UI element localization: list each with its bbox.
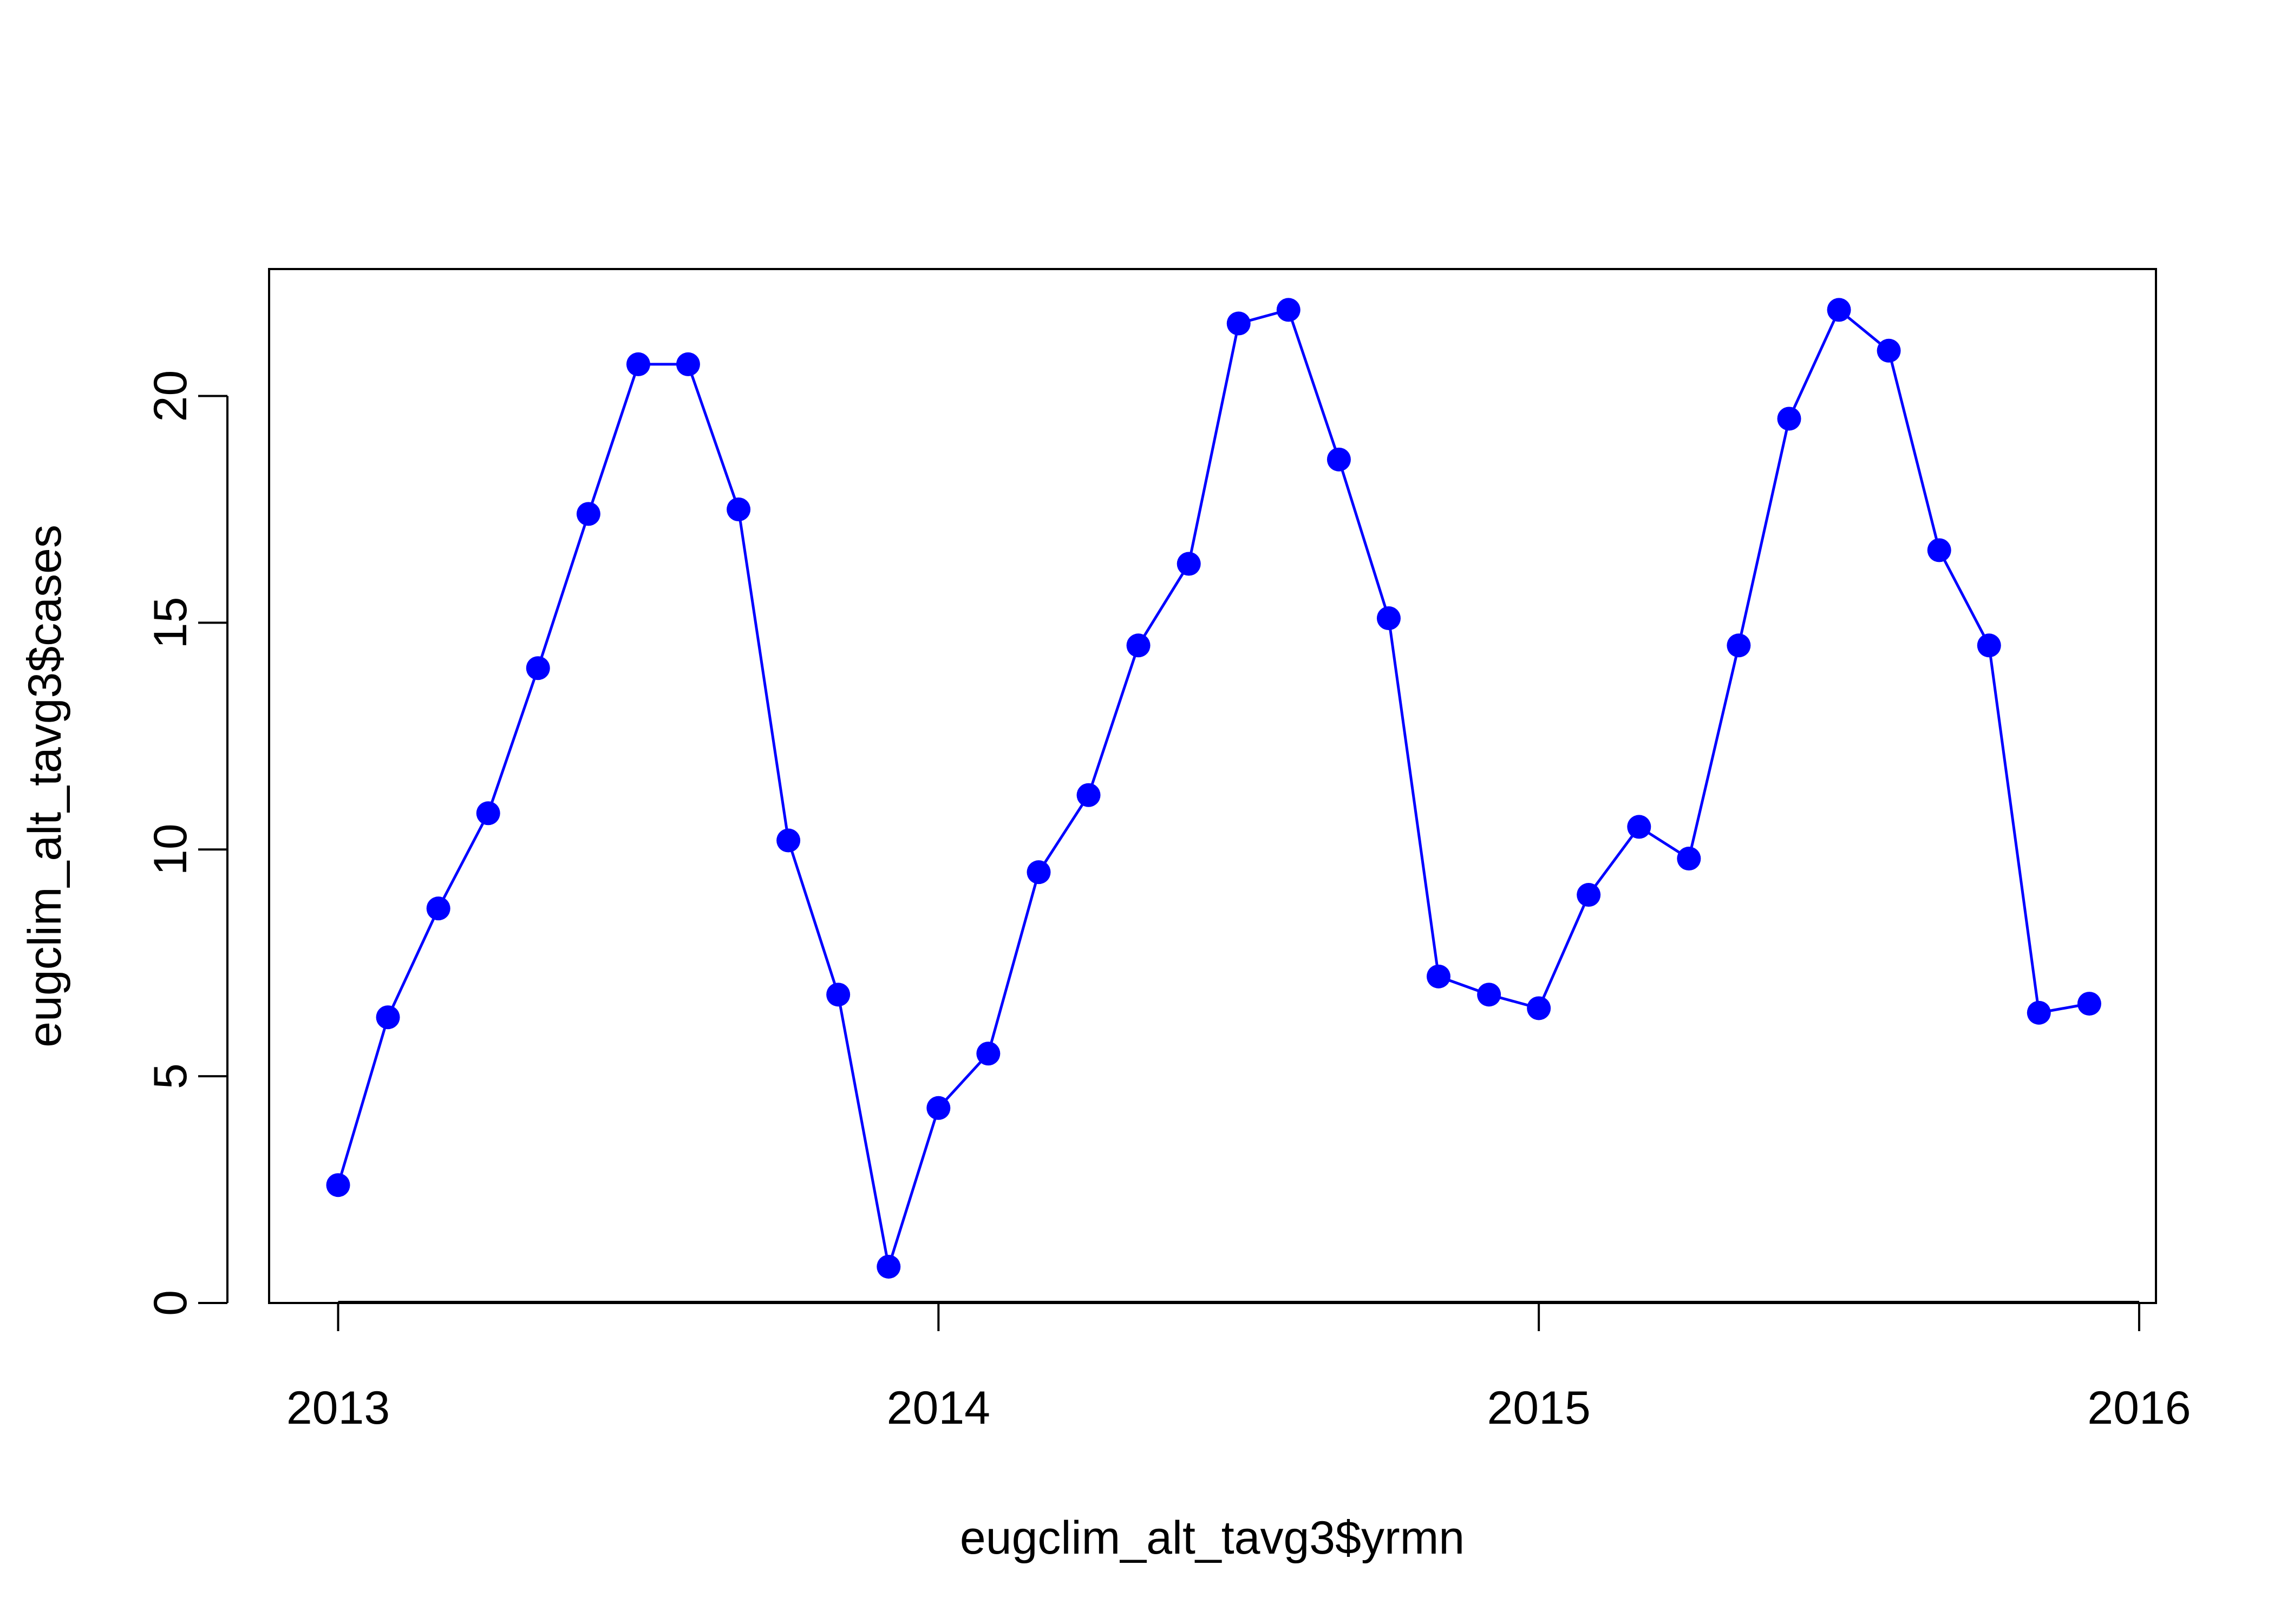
- series-line-segment: [1887, 350, 1941, 551]
- data-point: [1577, 883, 1601, 907]
- series-line-segment: [737, 509, 790, 841]
- series-line-segment: [837, 994, 890, 1267]
- data-point: [1877, 338, 1901, 363]
- y-tick-label: 20: [145, 370, 197, 422]
- series-line-segment: [1087, 645, 1140, 796]
- data-point: [727, 497, 751, 521]
- data-point: [877, 1254, 901, 1279]
- data-point: [1076, 783, 1101, 807]
- data-point: [326, 1173, 350, 1197]
- data-point: [1477, 983, 1501, 1007]
- x-tick-label: 2015: [1487, 1382, 1590, 1434]
- x-axis-title: eugclim_alt_tavg3$yrmn: [960, 1512, 1465, 1564]
- x-axis: 2013 2014 2015 2016: [286, 1301, 2191, 1434]
- series-line-segment: [1737, 418, 1791, 646]
- series-line-segment: [787, 840, 840, 996]
- series-line-segment: [387, 908, 440, 1018]
- series-line-segment: [687, 364, 740, 510]
- data-point: [1226, 311, 1251, 336]
- series-line-segment: [1387, 618, 1440, 977]
- series-line-segment: [1537, 894, 1590, 1009]
- plot-frame: [268, 268, 2157, 1304]
- data-point: [1927, 538, 1951, 562]
- data-point: [1027, 860, 1051, 885]
- y-tick-label: 15: [145, 597, 197, 649]
- series-line-segment: [537, 513, 590, 669]
- series-line-segment: [337, 1017, 389, 1186]
- data-point: [476, 801, 500, 826]
- data-point: [1527, 996, 1551, 1020]
- series-line-segment: [887, 1108, 940, 1267]
- data-point: [1376, 606, 1401, 631]
- series-line-segment: [1037, 794, 1090, 873]
- data-point: [1327, 447, 1351, 472]
- data-point: [1276, 298, 1301, 322]
- series-line-segment: [1287, 309, 1341, 460]
- data-point: [626, 352, 650, 376]
- data-point: [426, 896, 450, 921]
- x-tick-label: 2013: [286, 1382, 390, 1434]
- data-point: [376, 1005, 400, 1030]
- data-point: [976, 1042, 1001, 1066]
- data-point: [926, 1096, 951, 1120]
- series-line-segment: [1938, 549, 1990, 646]
- data-point: [2027, 1000, 2051, 1025]
- data-point: [1627, 815, 1651, 839]
- data-point: [1827, 298, 1851, 322]
- data-point: [776, 828, 801, 853]
- series-line-segment: [437, 813, 489, 909]
- series-line-segment: [1687, 645, 1740, 859]
- series-line-segment: [587, 364, 640, 515]
- y-axis: 0 5 10 15 20: [145, 370, 228, 1316]
- series-line-segment: [986, 872, 1040, 1054]
- series-line-segment: [1337, 459, 1390, 619]
- series-line-segment: [1187, 323, 1240, 565]
- series-line-segment: [937, 1052, 990, 1109]
- data-point: [1126, 633, 1151, 658]
- data-point: [1177, 552, 1201, 576]
- series-line-segment: [1137, 563, 1190, 646]
- data-point: [676, 352, 700, 376]
- data-point: [1777, 407, 1801, 431]
- series-layer: [326, 298, 2101, 1279]
- data-point: [576, 502, 600, 526]
- data-point: [826, 983, 851, 1007]
- series-line-segment: [1587, 826, 1641, 896]
- y-tick-label: 0: [145, 1290, 197, 1316]
- y-axis-title: eugclim_alt_tavg3$cases: [19, 525, 71, 1047]
- data-point: [1426, 964, 1450, 988]
- data-point: [2077, 992, 2101, 1016]
- x-tick-label: 2016: [2087, 1382, 2191, 1434]
- y-tick-label: 5: [145, 1063, 197, 1089]
- data-point: [1727, 633, 1751, 658]
- y-tick-label: 10: [145, 823, 197, 875]
- series-line-segment: [1788, 309, 1840, 420]
- data-point: [1677, 847, 1701, 871]
- series-line-segment: [487, 667, 540, 814]
- data-point: [526, 656, 550, 680]
- series-line-segment: [1988, 645, 2041, 1013]
- x-tick-label: 2014: [887, 1382, 990, 1434]
- data-point: [1977, 633, 2001, 658]
